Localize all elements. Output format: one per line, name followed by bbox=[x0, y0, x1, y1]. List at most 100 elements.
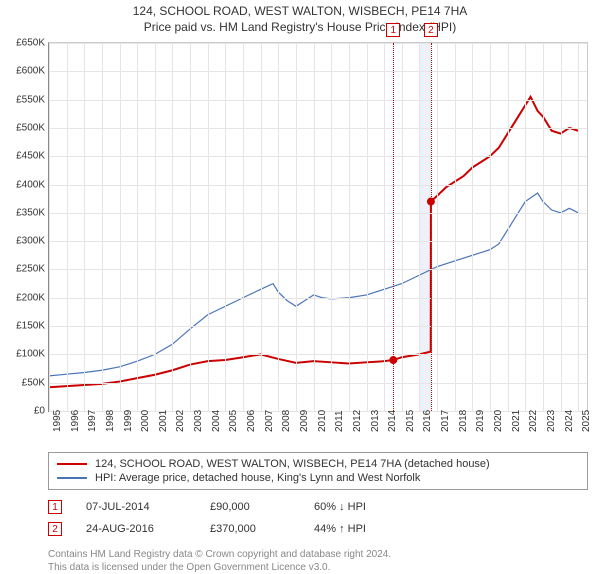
x-axis-label: 2003 bbox=[193, 410, 204, 432]
chart-titles: 124, SCHOOL ROAD, WEST WALTON, WISBECH, … bbox=[0, 0, 600, 34]
x-axis-label: 1998 bbox=[105, 410, 116, 432]
x-axis-label: 1995 bbox=[52, 410, 63, 432]
sale-vline bbox=[393, 43, 394, 411]
gridline-h bbox=[49, 128, 587, 129]
x-axis-label: 2024 bbox=[564, 410, 575, 432]
sale-marker-box: 1 bbox=[386, 23, 400, 37]
gridline-h bbox=[49, 326, 587, 327]
legend-label: HPI: Average price, detached house, King… bbox=[95, 472, 420, 484]
sale-marker-box: 2 bbox=[424, 23, 438, 37]
x-axis-label: 2025 bbox=[581, 410, 592, 432]
legend-row: 124, SCHOOL ROAD, WEST WALTON, WISBECH, … bbox=[57, 457, 579, 471]
gridline-h bbox=[49, 156, 587, 157]
y-axis-label: £500K bbox=[1, 122, 45, 133]
chart-container: 124, SCHOOL ROAD, WEST WALTON, WISBECH, … bbox=[0, 0, 600, 560]
x-axis-label: 2005 bbox=[228, 410, 239, 432]
legend-box: 124, SCHOOL ROAD, WEST WALTON, WISBECH, … bbox=[48, 452, 588, 490]
gridline-h bbox=[49, 43, 587, 44]
x-axis-label: 2015 bbox=[405, 410, 416, 432]
gridline-v bbox=[543, 43, 544, 411]
gridline-h bbox=[49, 71, 587, 72]
legend-label: 124, SCHOOL ROAD, WEST WALTON, WISBECH, … bbox=[95, 458, 490, 470]
y-axis-label: £650K bbox=[1, 38, 45, 49]
y-axis-label: £400K bbox=[1, 179, 45, 190]
sale-date: 07-JUL-2014 bbox=[86, 501, 186, 513]
x-axis-label: 2014 bbox=[387, 410, 398, 432]
y-axis-label: £150K bbox=[1, 321, 45, 332]
gridline-h bbox=[49, 269, 587, 270]
y-axis-label: £550K bbox=[1, 94, 45, 105]
y-axis-label: £600K bbox=[1, 66, 45, 77]
gridline-v bbox=[120, 43, 121, 411]
y-axis-label: £50K bbox=[1, 377, 45, 388]
gridline-v bbox=[349, 43, 350, 411]
gridline-v bbox=[455, 43, 456, 411]
x-axis-label: 2004 bbox=[211, 410, 222, 432]
sale-row: 2 24-AUG-2016 £370,000 44% ↑ HPI bbox=[48, 518, 588, 540]
gridline-v bbox=[296, 43, 297, 411]
footer-line1: Contains HM Land Registry data © Crown c… bbox=[48, 548, 588, 561]
gridline-v bbox=[102, 43, 103, 411]
x-axis-label: 2002 bbox=[175, 410, 186, 432]
x-axis-label: 2010 bbox=[317, 410, 328, 432]
x-axis-label: 2013 bbox=[370, 410, 381, 432]
chart-svg bbox=[49, 43, 587, 411]
sale-price: £370,000 bbox=[210, 523, 290, 535]
gridline-v bbox=[525, 43, 526, 411]
sale-delta: 44% ↑ HPI bbox=[314, 523, 366, 535]
sale-delta: 60% ↓ HPI bbox=[314, 501, 366, 513]
gridline-v bbox=[278, 43, 279, 411]
x-axis-label: 2023 bbox=[546, 410, 557, 432]
gridline-v bbox=[208, 43, 209, 411]
gridline-v bbox=[67, 43, 68, 411]
x-axis-label: 2020 bbox=[493, 410, 504, 432]
y-axis-label: £100K bbox=[1, 349, 45, 360]
gridline-v bbox=[49, 43, 50, 411]
gridline-v bbox=[472, 43, 473, 411]
x-axis-label: 2018 bbox=[458, 410, 469, 432]
gridline-v bbox=[402, 43, 403, 411]
footer-line2: This data is licensed under the Open Gov… bbox=[48, 561, 588, 574]
x-axis-label: 2008 bbox=[281, 410, 292, 432]
gridline-v bbox=[137, 43, 138, 411]
y-axis-label: £300K bbox=[1, 236, 45, 247]
x-axis-label: 2001 bbox=[158, 410, 169, 432]
sale-price: £90,000 bbox=[210, 501, 290, 513]
x-axis-label: 1997 bbox=[87, 410, 98, 432]
gridline-v bbox=[419, 43, 420, 411]
sales-table: 107-JUL-2014£90,00060% ↓ HPI224-AUG-2016… bbox=[48, 496, 588, 540]
gridline-v bbox=[331, 43, 332, 411]
gridline-v bbox=[367, 43, 368, 411]
x-axis-label: 2007 bbox=[264, 410, 275, 432]
gridline-h bbox=[49, 241, 587, 242]
x-axis-label: 2012 bbox=[352, 410, 363, 432]
chart-plot-area: £0£50K£100K£150K£200K£250K£300K£350K£400… bbox=[48, 42, 588, 412]
gridline-v bbox=[578, 43, 579, 411]
gridline-v bbox=[225, 43, 226, 411]
y-axis-label: £350K bbox=[1, 207, 45, 218]
sale-vline bbox=[431, 43, 432, 411]
gridline-h bbox=[49, 354, 587, 355]
gridline-h bbox=[49, 383, 587, 384]
gridline-v bbox=[172, 43, 173, 411]
x-axis-label: 1996 bbox=[70, 410, 81, 432]
x-axis-label: 2006 bbox=[246, 410, 257, 432]
footer-attribution: Contains HM Land Registry data © Crown c… bbox=[48, 548, 588, 574]
gridline-v bbox=[561, 43, 562, 411]
gridline-h bbox=[49, 100, 587, 101]
y-axis-label: £250K bbox=[1, 264, 45, 275]
y-axis-label: £450K bbox=[1, 151, 45, 162]
sale-date: 24-AUG-2016 bbox=[86, 523, 186, 535]
x-axis-label: 2011 bbox=[334, 410, 345, 432]
legend-swatch bbox=[57, 477, 87, 479]
gridline-v bbox=[155, 43, 156, 411]
gridline-v bbox=[384, 43, 385, 411]
gridline-v bbox=[190, 43, 191, 411]
y-axis-label: £200K bbox=[1, 292, 45, 303]
sale-row: 107-JUL-2014£90,00060% ↓ HPI bbox=[48, 496, 588, 518]
sale-row-marker: 2 bbox=[48, 522, 62, 536]
x-axis-label: 2019 bbox=[475, 410, 486, 432]
gridline-v bbox=[508, 43, 509, 411]
chart-title-address: 124, SCHOOL ROAD, WEST WALTON, WISBECH, … bbox=[0, 4, 600, 18]
x-axis-label: 2017 bbox=[440, 410, 451, 432]
